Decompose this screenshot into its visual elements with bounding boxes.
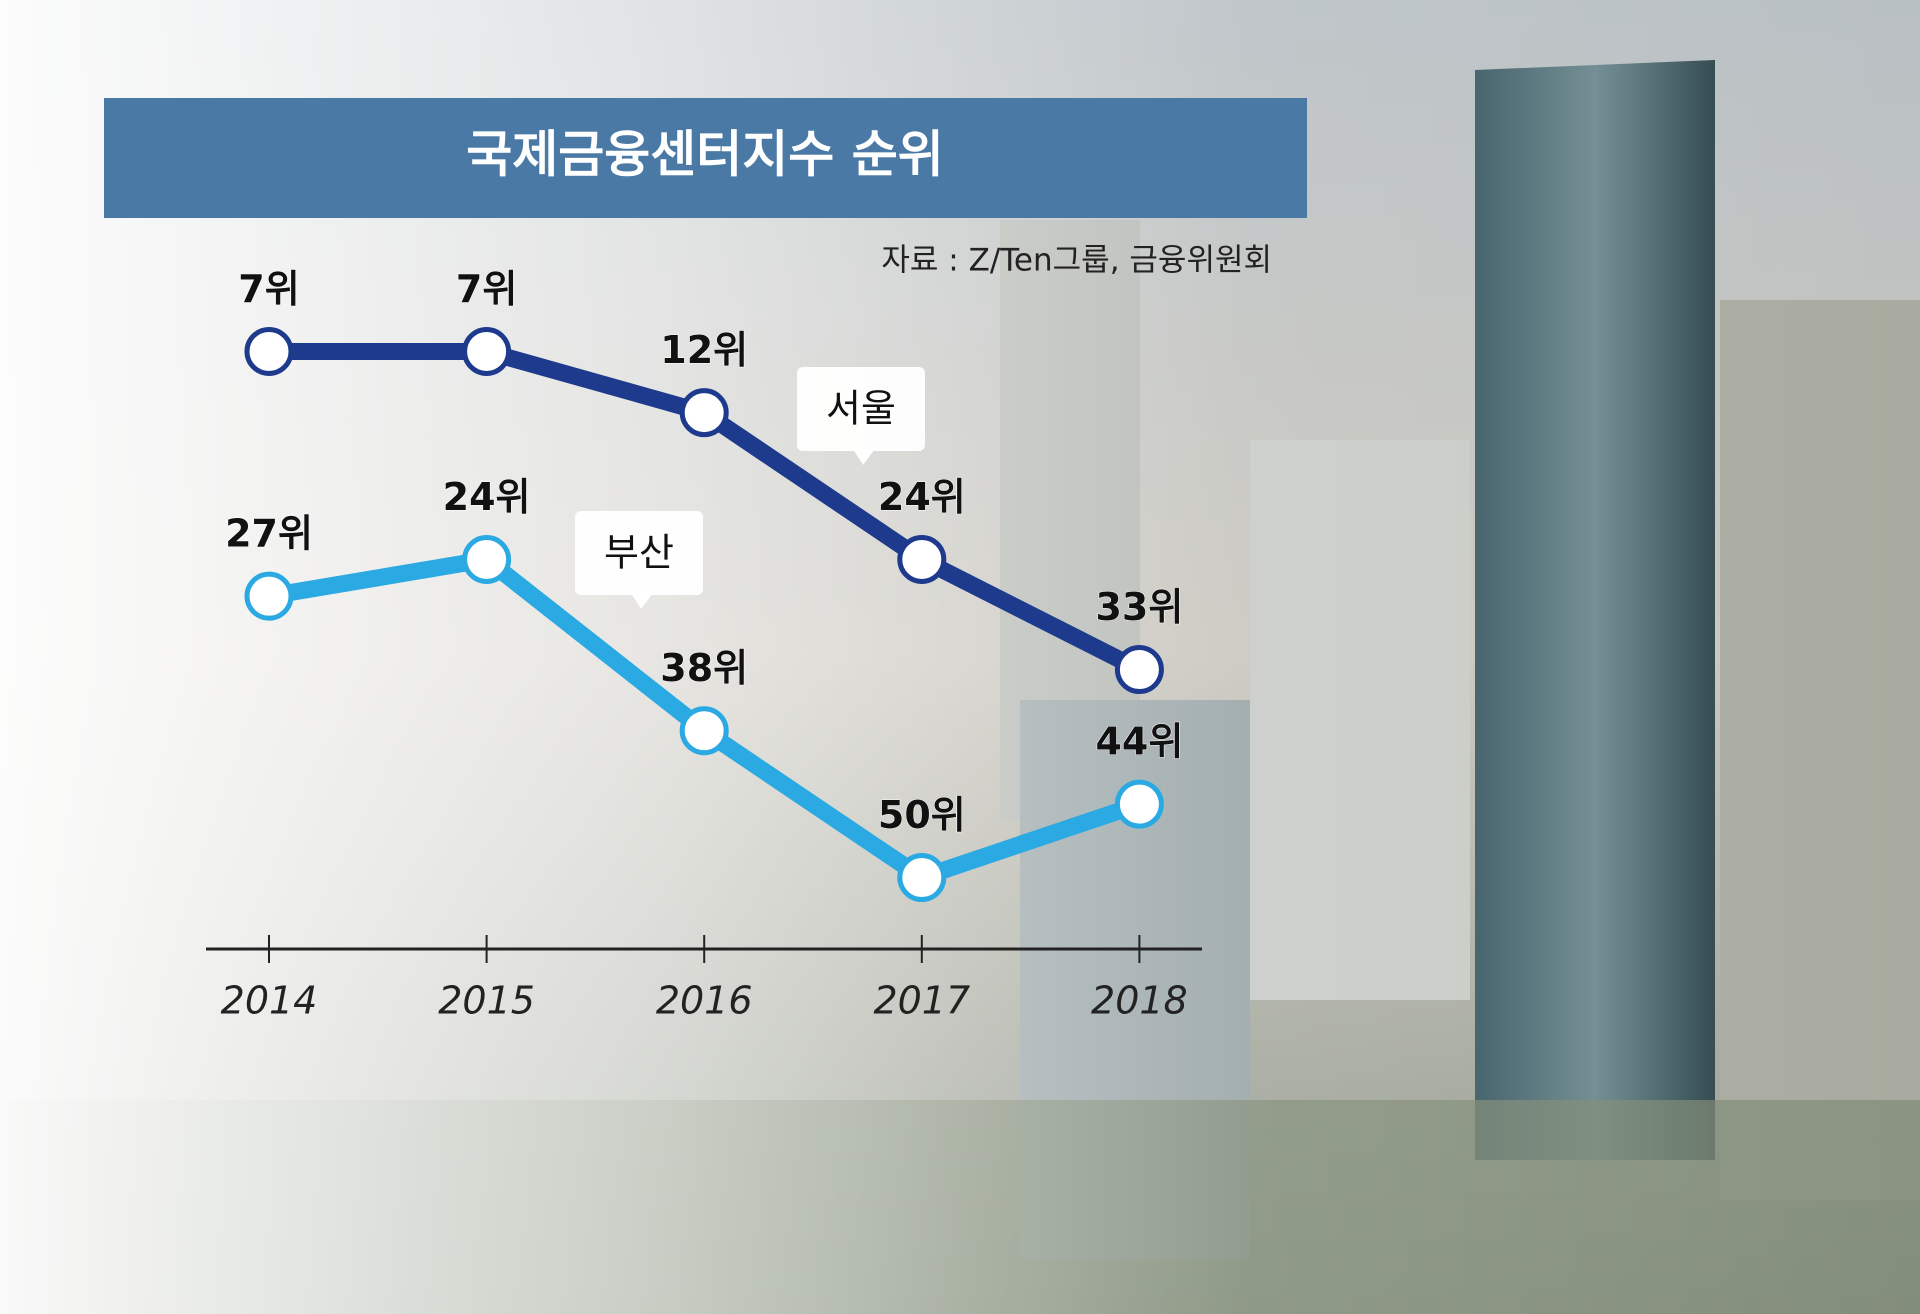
- data-point: [679, 388, 729, 438]
- value-label: 24위: [443, 475, 531, 519]
- chart-title: 국제금융센터지수 순위: [466, 126, 943, 184]
- data-point: [462, 534, 512, 584]
- legend-label: 서울: [826, 387, 896, 431]
- x-tick-label: 2015: [438, 979, 535, 1023]
- data-point: [679, 706, 729, 756]
- data-point: [244, 571, 294, 621]
- value-label: 44위: [1095, 720, 1183, 764]
- source-note: 자료 : Z/Ten그룹, 금융위원회: [881, 243, 1272, 279]
- data-point: [897, 534, 947, 584]
- series-callout: [575, 511, 703, 595]
- x-tick-label: 2016: [656, 979, 753, 1023]
- series-callout-tail: [853, 449, 875, 465]
- series-callout: [797, 367, 925, 451]
- legend-label: 부산: [604, 531, 674, 575]
- data-point: [244, 326, 294, 376]
- value-label: 7위: [238, 267, 299, 311]
- series-callout-tail: [631, 593, 653, 609]
- x-tick-label: 2018: [1091, 979, 1188, 1023]
- x-tick-label: 2017: [873, 979, 970, 1023]
- x-tick-label: 2014: [221, 979, 318, 1023]
- value-label: 50위: [878, 793, 966, 837]
- data-point: [1114, 779, 1164, 829]
- value-label: 12위: [660, 328, 748, 372]
- value-label: 7위: [456, 267, 517, 311]
- value-label: 27위: [225, 512, 313, 556]
- value-label: 38위: [660, 646, 748, 690]
- title-banner: [104, 98, 1307, 218]
- data-point: [462, 326, 512, 376]
- data-point: [1114, 645, 1164, 695]
- value-label: 24위: [878, 475, 966, 519]
- data-point: [897, 853, 947, 903]
- value-label: 33위: [1095, 585, 1183, 629]
